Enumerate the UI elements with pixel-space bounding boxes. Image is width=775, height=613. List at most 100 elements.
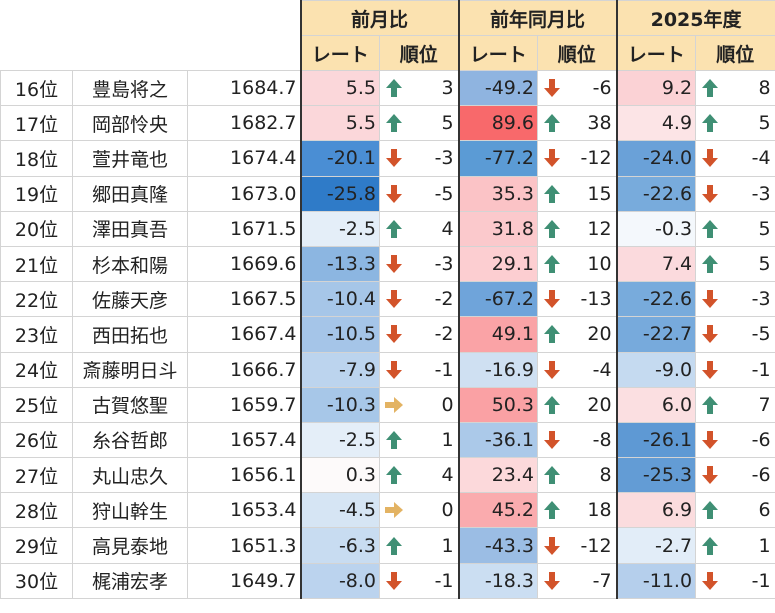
rating-cell[interactable]: 1667.4: [186, 316, 302, 353]
fiscal-rate-cell[interactable]: 4.9: [615, 105, 697, 142]
yearly-rate-cell[interactable]: -43.3: [457, 527, 539, 564]
rank-change-cell[interactable]: -3: [379, 245, 460, 283]
rank-change-cell[interactable]: -2: [379, 316, 460, 353]
rank-cell[interactable]: 25位: [0, 386, 73, 423]
rank-change-cell[interactable]: 12: [537, 210, 618, 247]
fiscal-rate-cell[interactable]: -22.6: [615, 281, 697, 318]
rank-change-cell[interactable]: -3: [695, 281, 775, 318]
yearly-rate-cell[interactable]: 49.1: [457, 316, 539, 353]
monthly-rate-cell[interactable]: -13.3: [299, 245, 381, 283]
yearly-rate-cell[interactable]: -18.3: [457, 562, 539, 599]
rank-change-cell[interactable]: 1: [379, 527, 460, 564]
yearly-rate-cell[interactable]: 31.8: [457, 210, 539, 247]
rank-change-cell[interactable]: 38: [537, 105, 618, 142]
rank-change-cell[interactable]: 10: [537, 245, 618, 283]
rank-change-cell[interactable]: -3: [695, 175, 775, 212]
fiscal-rate-cell[interactable]: -2.7: [615, 527, 697, 564]
rating-cell[interactable]: 1651.3: [186, 527, 302, 564]
rank-cell[interactable]: 22位: [0, 281, 73, 318]
rank-change-cell[interactable]: -6: [537, 69, 618, 107]
rank-change-cell[interactable]: 5: [695, 105, 775, 142]
rank-change-cell[interactable]: -12: [537, 527, 618, 564]
rank-change-cell[interactable]: -3: [379, 140, 460, 177]
rank-cell[interactable]: 28位: [0, 492, 73, 529]
rank-change-cell[interactable]: -6: [695, 457, 775, 494]
fiscal-rate-cell[interactable]: 9.2: [615, 69, 697, 107]
monthly-rate-cell[interactable]: -25.8: [299, 175, 381, 212]
sub-header-rank[interactable]: 順位: [537, 35, 618, 71]
fiscal-rate-cell[interactable]: -25.3: [615, 457, 697, 494]
rank-change-cell[interactable]: 20: [537, 316, 618, 353]
rank-change-cell[interactable]: 0: [379, 386, 460, 423]
rank-change-cell[interactable]: 1: [379, 421, 460, 459]
monthly-rate-cell[interactable]: -2.5: [299, 210, 381, 247]
monthly-rate-cell[interactable]: -20.1: [299, 140, 381, 177]
player-name-cell[interactable]: 古賀悠聖: [72, 386, 188, 423]
monthly-rate-cell[interactable]: -8.0: [299, 562, 381, 599]
fiscal-rate-cell[interactable]: -26.1: [615, 421, 697, 459]
rank-change-cell[interactable]: 6: [695, 492, 775, 529]
sub-header-rank[interactable]: 順位: [379, 35, 460, 71]
rank-cell[interactable]: 24位: [0, 351, 73, 388]
player-name-cell[interactable]: 郷田真隆: [72, 175, 188, 212]
rank-cell[interactable]: 21位: [0, 245, 73, 283]
rank-change-cell[interactable]: 7: [695, 386, 775, 423]
rank-change-cell[interactable]: -1: [379, 351, 460, 388]
player-name-cell[interactable]: 梶浦宏孝: [72, 562, 188, 599]
monthly-rate-cell[interactable]: -2.5: [299, 421, 381, 459]
rank-cell[interactable]: 16位: [0, 69, 73, 107]
sub-header-rank[interactable]: 順位: [695, 35, 775, 71]
fiscal-rate-cell[interactable]: -0.3: [615, 210, 697, 247]
fiscal-rate-cell[interactable]: 6.9: [615, 492, 697, 529]
rating-cell[interactable]: 1659.7: [186, 386, 302, 423]
rating-cell[interactable]: 1669.6: [186, 245, 302, 283]
rank-change-cell[interactable]: -13: [537, 281, 618, 318]
rating-cell[interactable]: 1673.0: [186, 175, 302, 212]
sub-header-rate[interactable]: レート: [457, 35, 539, 71]
rating-cell[interactable]: 1649.7: [186, 562, 302, 599]
rank-change-cell[interactable]: -2: [379, 281, 460, 318]
rank-change-cell[interactable]: -8: [537, 421, 618, 459]
player-name-cell[interactable]: 杉本和陽: [72, 245, 188, 283]
rating-cell[interactable]: 1667.5: [186, 281, 302, 318]
rank-change-cell[interactable]: 3: [379, 69, 460, 107]
player-name-cell[interactable]: 狩山幹生: [72, 492, 188, 529]
rating-cell[interactable]: 1657.4: [186, 421, 302, 459]
rating-cell[interactable]: 1684.7: [186, 69, 302, 107]
fiscal-rate-cell[interactable]: 6.0: [615, 386, 697, 423]
rank-cell[interactable]: 18位: [0, 140, 73, 177]
yearly-rate-cell[interactable]: -16.9: [457, 351, 539, 388]
yearly-rate-cell[interactable]: -77.2: [457, 140, 539, 177]
rating-cell[interactable]: 1674.4: [186, 140, 302, 177]
fiscal-rate-cell[interactable]: -22.7: [615, 316, 697, 353]
rank-change-cell[interactable]: -1: [695, 562, 775, 599]
yearly-rate-cell[interactable]: 50.3: [457, 386, 539, 423]
player-name-cell[interactable]: 萱井竜也: [72, 140, 188, 177]
fiscal-rate-cell[interactable]: -22.6: [615, 175, 697, 212]
monthly-rate-cell[interactable]: 0.3: [299, 457, 381, 494]
rank-change-cell[interactable]: -4: [695, 140, 775, 177]
rating-cell[interactable]: 1671.5: [186, 210, 302, 247]
monthly-rate-cell[interactable]: -10.3: [299, 386, 381, 423]
player-name-cell[interactable]: 高見泰地: [72, 527, 188, 564]
rank-change-cell[interactable]: -12: [537, 140, 618, 177]
rank-cell[interactable]: 23位: [0, 316, 73, 353]
rank-change-cell[interactable]: -5: [695, 316, 775, 353]
rating-cell[interactable]: 1666.7: [186, 351, 302, 388]
rank-change-cell[interactable]: 1: [695, 527, 775, 564]
player-name-cell[interactable]: 佐藤天彦: [72, 281, 188, 318]
rank-change-cell[interactable]: 15: [537, 175, 618, 212]
rank-change-cell[interactable]: -1: [695, 351, 775, 388]
yearly-rate-cell[interactable]: 45.2: [457, 492, 539, 529]
rank-cell[interactable]: 27位: [0, 457, 73, 494]
rank-change-cell[interactable]: -6: [695, 421, 775, 459]
yearly-rate-cell[interactable]: -49.2: [457, 69, 539, 107]
sub-header-rate[interactable]: レート: [299, 35, 381, 71]
yearly-rate-cell[interactable]: 35.3: [457, 175, 539, 212]
rating-cell[interactable]: 1656.1: [186, 457, 302, 494]
rank-change-cell[interactable]: -1: [379, 562, 460, 599]
rank-change-cell[interactable]: 4: [379, 457, 460, 494]
rank-cell[interactable]: 19位: [0, 175, 73, 212]
fiscal-rate-cell[interactable]: -11.0: [615, 562, 697, 599]
rank-cell[interactable]: 26位: [0, 421, 73, 459]
